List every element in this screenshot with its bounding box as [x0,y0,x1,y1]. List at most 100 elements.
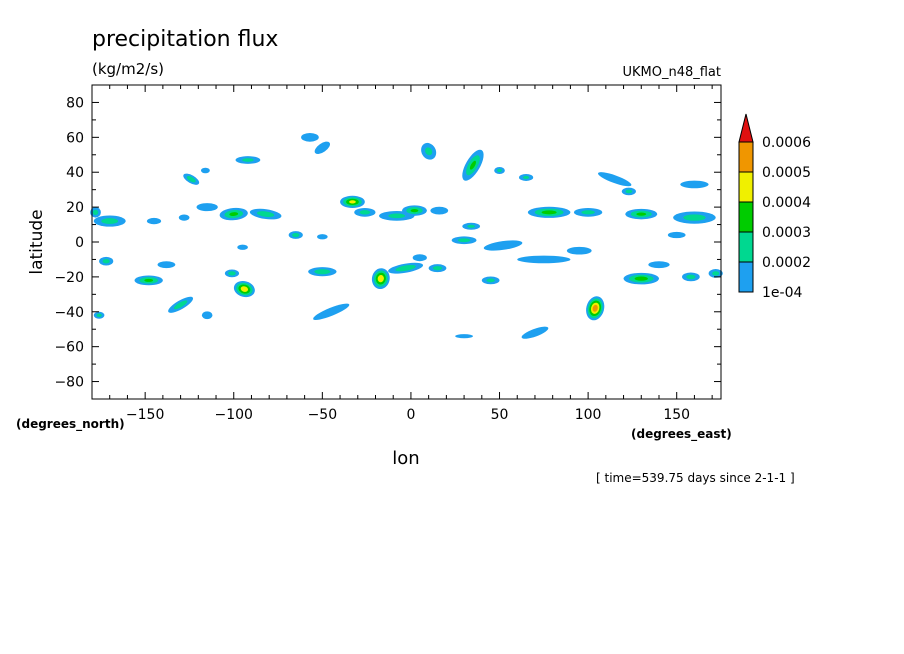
y-tick-label: 80 [66,95,84,111]
contour-level-2 [467,224,476,228]
contour-level-3 [541,210,557,215]
contour-level-3 [229,212,239,217]
precip-cell [237,244,248,250]
contour-level-4 [349,200,356,204]
contour-level-2 [292,233,300,238]
contour-level-2 [625,189,633,194]
contour-level-2 [388,213,406,219]
contour-level-2 [173,300,188,310]
contour-level-1 [517,255,571,264]
contour-level-1 [597,172,632,187]
precip-cell [648,261,670,269]
precip-cell [235,156,261,164]
contour-level-5 [592,304,598,312]
contour-level-1 [301,132,319,142]
precip-cell [421,142,437,160]
precip-cell [673,211,716,224]
x-tick-labels: −150 −100 −50 0 50 100 150 [126,407,690,423]
legend-swatch [738,201,754,233]
contour-level-1 [237,244,248,250]
precip-cell [314,141,331,155]
contour-level-2 [686,274,696,280]
y-tick-label: 20 [66,200,84,216]
y-axis-units: (degrees_north) [16,417,125,432]
precip-cell [196,203,218,212]
x-axis-units: (degrees_east) [631,427,732,442]
x-tick-label: 0 [406,407,415,423]
precip-cell [93,311,105,319]
precip-cell [521,326,549,339]
precip-cell [99,256,114,266]
contour-level-2 [101,218,119,224]
contour-level-3 [144,278,154,282]
precip-cell [146,217,162,225]
precip-cell [224,269,240,278]
contour-fills [90,132,723,339]
contour-level-1 [314,141,331,155]
contour-level-2 [96,313,102,318]
precip-cell [621,187,636,196]
contour-level-2 [359,210,371,215]
precip-cell [93,215,126,227]
contour-level-1 [317,234,328,240]
precip-cell [682,272,700,282]
contour-level-1 [200,167,210,174]
y-tick-label: −20 [54,270,84,286]
precip-cell [134,275,163,286]
contour-level-2 [92,209,99,215]
contour-level-1 [483,240,523,251]
contour-level-1 [455,334,473,339]
contour-level-2 [432,266,443,271]
precip-cell [308,267,337,277]
chart-title: precipitation flux [92,27,278,52]
contour-level-1 [667,231,686,239]
precip-cell [708,269,723,278]
contour-level-2 [395,264,416,272]
y-tick-labels: −80 −60 −40 −20 0 20 40 60 80 [54,95,84,390]
contour-level-2 [314,269,331,275]
legend-swatch [738,261,754,293]
contour-level-2 [683,214,706,221]
precip-cell [483,240,523,251]
precip-cell [288,231,303,239]
x-tick-label: 50 [491,407,509,423]
precip-cell [317,234,328,240]
precip-cell [517,255,571,264]
precip-cell [201,311,213,320]
x-tick-label: −50 [308,407,338,423]
precip-cell [388,262,424,274]
precip-cell [178,214,190,221]
precip-cell [301,132,319,142]
precip-cell [586,296,605,321]
precip-cell [519,173,534,181]
contour-level-2 [228,271,236,276]
precip-cell [462,222,481,230]
contour-level-1 [680,180,709,189]
contour-level-4 [377,275,384,283]
legend-swatch [738,171,754,203]
contour-level-1 [196,203,218,212]
contour-level-2 [486,278,495,283]
contour-level-1 [412,254,427,262]
contour-level-1 [313,303,350,320]
precip-cell [625,208,658,220]
contour-level-2 [457,238,471,243]
precip-cell [428,264,447,273]
legend-label: 0.0005 [762,165,811,181]
contour-level-2 [186,176,196,183]
y-tick-label: 60 [66,130,84,146]
precip-cell [455,334,473,339]
y-tick-label: 0 [75,235,84,251]
model-name: UKMO_n48_flat [622,65,721,80]
x-tick-label: −150 [126,407,164,423]
contour-level-3 [469,160,476,170]
contour-level-1 [201,311,213,320]
contour-level-1 [521,326,549,339]
precip-cell [340,195,365,208]
precip-cell [623,272,659,285]
legend-label: 0.0006 [762,135,811,151]
time-stamp: [ time=539.75 days since 2-1-1 ] [596,471,795,485]
contour-level-1 [157,261,176,269]
contour-level-1 [566,246,592,255]
